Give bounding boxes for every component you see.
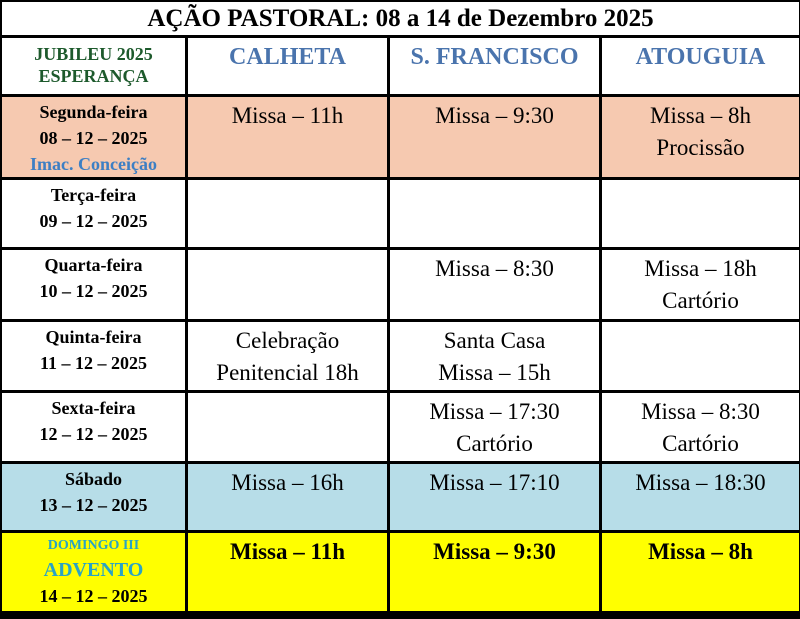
schedule-cell: Missa – 17:30 Cartório <box>390 393 599 461</box>
schedule-cell <box>390 180 599 247</box>
day-cell: Quarta-feira 10 – 12 – 2025 <box>2 250 185 319</box>
schedule-cell: Missa – 8h <box>602 533 799 611</box>
schedule-cell <box>602 180 799 247</box>
schedule-cell: Missa – 11h <box>188 533 387 611</box>
text-line: 08 – 12 – 2025 <box>39 128 148 148</box>
schedule-cell: Missa – 8h Procissão <box>602 97 799 177</box>
schedule-cell <box>188 393 387 461</box>
text-line: Missa – 9:30 <box>435 103 554 128</box>
text-line: Missa – 15h <box>438 360 551 385</box>
text-line: Quinta-feira <box>45 327 142 347</box>
text-line: 10 – 12 – 2025 <box>39 281 148 301</box>
schedule-cell: Missa – 16h <box>188 464 387 530</box>
day-cell: Segunda-feira 08 – 12 – 2025 Imac. Conceiç… <box>2 97 185 177</box>
text-line: ESPERANÇA <box>38 66 149 86</box>
column-header: ATOUGUIA <box>602 38 799 94</box>
text-line: Missa – 8h <box>650 103 751 128</box>
text-line: Missa – 18:30 <box>635 470 766 495</box>
schedule-cell <box>602 322 799 390</box>
schedule-cell: Missa – 17:10 <box>390 464 599 530</box>
schedule-cell <box>188 180 387 247</box>
text-line: Procissão <box>656 135 745 160</box>
text-line: Segunda-feira <box>39 102 148 122</box>
text-line: Missa – 11h <box>229 539 346 564</box>
text-line: Terça-feira <box>50 185 137 205</box>
schedule-cell: Missa – 8:30 <box>390 250 599 319</box>
text-line: Cartório <box>456 431 533 456</box>
text-line: JUBILEU 2025 <box>34 44 153 64</box>
column-header: CALHETA <box>188 38 387 94</box>
text-line: Missa – 17:10 <box>429 470 560 495</box>
schedule-cell: Missa – 8:30 Cartório <box>602 393 799 461</box>
schedule-cell: Celebração Penitencial 18h <box>188 322 387 390</box>
text-line: 11 – 12 – 2025 <box>39 353 147 373</box>
text-line: Missa – 9:30 <box>433 539 556 564</box>
text-line: Cartório <box>662 288 739 313</box>
text-line: 12 – 12 – 2025 <box>39 424 148 444</box>
table-title: AÇÃO PASTORAL: 08 a 14 de Dezembro 2025 <box>2 2 799 35</box>
text-line: Missa – 8:30 <box>641 399 760 424</box>
text-line: Missa – 18h <box>644 256 757 281</box>
text-line: Quarta-feira <box>44 255 143 275</box>
schedule-cell: Missa – 11h <box>188 97 387 177</box>
corner-header: JUBILEU 2025 ESPERANÇA <box>2 38 185 94</box>
text-line: Cartório <box>662 431 739 456</box>
text-line: Sábado <box>64 469 123 489</box>
text-line: Celebração <box>235 328 340 353</box>
text-line: Missa – 16h <box>231 470 344 495</box>
text-line: 13 – 12 – 2025 <box>39 495 148 515</box>
day-cell: Terça-feira 09 – 12 – 2025 <box>2 180 185 247</box>
column-header: S. FRANCISCO <box>390 38 599 94</box>
schedule-cell: Missa – 18:30 <box>602 464 799 530</box>
text-line: ADVENTO <box>43 559 144 581</box>
day-cell: Sábado 13 – 12 – 2025 <box>2 464 185 530</box>
day-cell: Sexta-feira 12 – 12 – 2025 <box>2 393 185 461</box>
schedule-cell <box>188 250 387 319</box>
text-line: Missa – 8h <box>648 539 753 564</box>
schedule-cell: Missa – 9:30 <box>390 97 599 177</box>
text-line: Missa – 11h <box>231 103 344 128</box>
text-line: Imac. Conceição <box>30 154 157 174</box>
schedule-cell: Missa – 18h Cartório <box>602 250 799 319</box>
schedule-cell: Santa Casa Missa – 15h <box>390 322 599 390</box>
text-line: Penitencial 18h <box>216 360 359 385</box>
schedule-cell: Missa – 9:30 <box>390 533 599 611</box>
text-line: Santa Casa <box>443 328 546 353</box>
text-line: Missa – 17:30 <box>429 399 560 424</box>
text-line: 14 – 12 – 2025 <box>39 586 148 606</box>
day-cell: DOMINGO III ADVENTO 14 – 12 – 2025 <box>2 533 185 611</box>
text-line: 09 – 12 – 2025 <box>39 211 148 231</box>
text-line: Missa – 8:30 <box>435 256 554 281</box>
day-cell: Quinta-feira 11 – 12 – 2025 <box>2 322 185 390</box>
text-line: Sexta-feira <box>51 398 136 418</box>
text-line: DOMINGO III <box>47 538 140 553</box>
